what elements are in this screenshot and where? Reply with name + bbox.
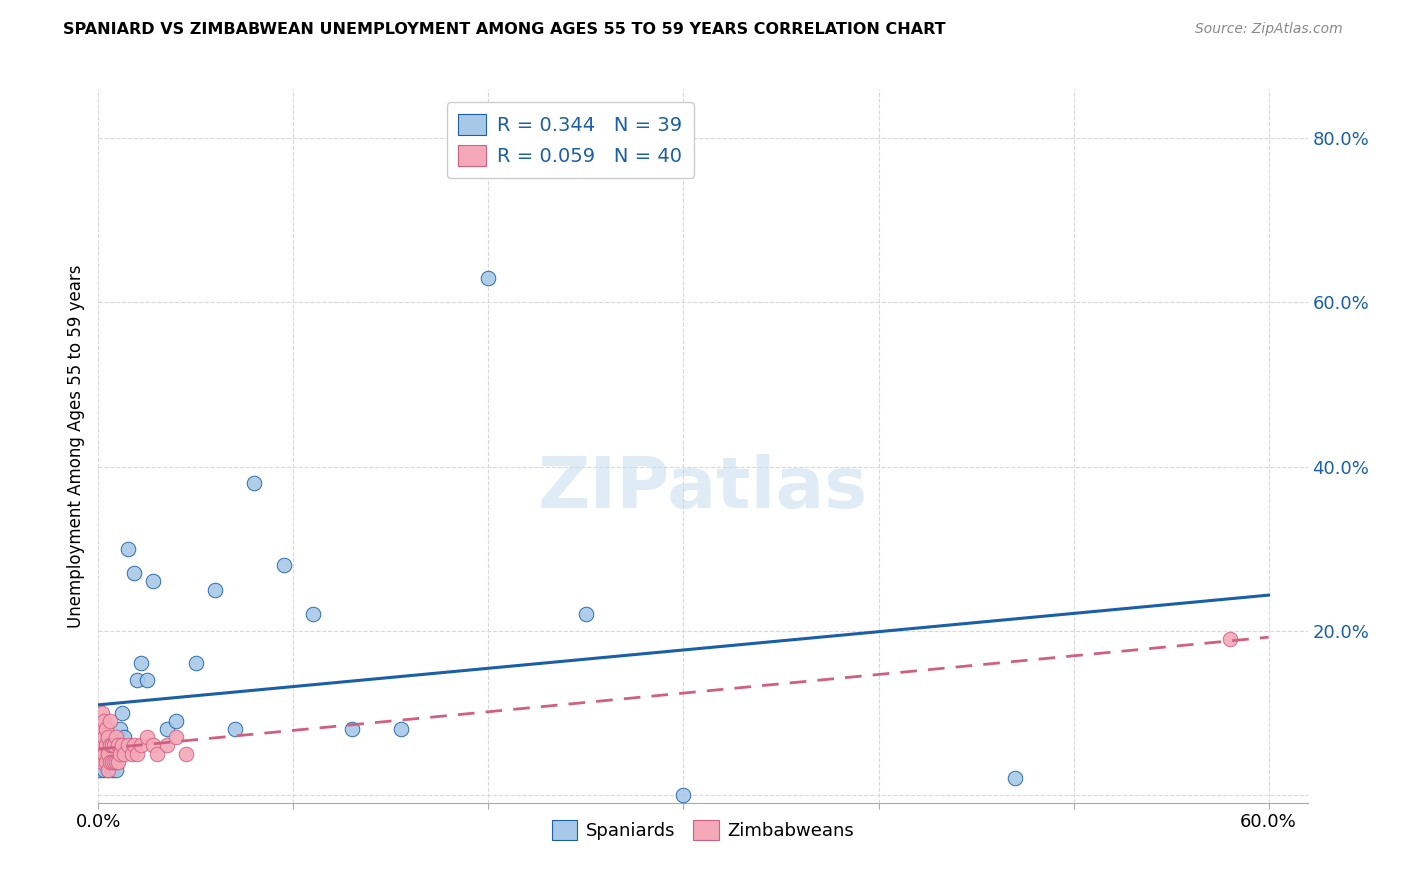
Point [91,755,114,769]
Point [101,755,124,769]
Point [156,739,179,753]
Point [389,722,412,736]
Point [107,739,129,753]
Point [97,730,120,744]
Point [477,270,499,285]
Point [127,747,149,761]
Point [91,706,114,720]
Point [97,763,120,777]
Point [97,747,120,761]
Point [98,714,121,728]
Legend: Spaniards, Zimbabweans: Spaniards, Zimbabweans [544,813,862,847]
Point [127,673,149,687]
Point [117,739,139,753]
Point [101,763,124,777]
Point [96,739,118,753]
Point [108,722,131,736]
Point [142,574,165,589]
Point [165,730,187,744]
Point [131,739,153,753]
Point [174,747,197,761]
Point [103,755,125,769]
Point [184,657,207,671]
Point [93,747,115,761]
Point [165,714,187,728]
Point [98,739,121,753]
Point [204,582,226,597]
Point [243,475,266,490]
Point [108,747,131,761]
Point [97,763,120,777]
Point [146,747,169,761]
Point [107,755,129,769]
Text: ZIPatlas: ZIPatlas [538,454,868,524]
Point [111,706,134,720]
Point [112,730,135,744]
Point [142,739,165,753]
Point [89,722,111,736]
Point [93,730,115,744]
Point [122,566,145,581]
Point [96,755,118,769]
Point [96,755,118,769]
Point [224,722,246,736]
Point [101,739,124,753]
Point [93,763,115,777]
Point [121,747,143,761]
Point [91,739,114,753]
Point [103,739,125,753]
Point [1219,632,1241,646]
Point [340,722,363,736]
Point [136,673,159,687]
Point [93,747,115,761]
Point [104,755,127,769]
Point [136,730,159,744]
Point [302,607,325,622]
Point [103,755,125,769]
Point [1004,771,1026,785]
Point [96,739,118,753]
Point [89,747,111,761]
Point [672,788,695,802]
Point [98,755,121,769]
Point [97,747,120,761]
Point [131,657,153,671]
Point [89,763,111,777]
Point [93,714,115,728]
Text: SPANIARD VS ZIMBABWEAN UNEMPLOYMENT AMONG AGES 55 TO 59 YEARS CORRELATION CHART: SPANIARD VS ZIMBABWEAN UNEMPLOYMENT AMON… [63,22,946,37]
Text: Source: ZipAtlas.com: Source: ZipAtlas.com [1195,22,1343,37]
Point [122,739,145,753]
Point [575,607,598,622]
Point [103,739,125,753]
Point [112,747,135,761]
Point [91,755,114,769]
Point [96,722,118,736]
Point [156,722,179,736]
Point [111,739,134,753]
Point [273,558,295,572]
Point [104,730,127,744]
Point [98,755,121,769]
Point [101,747,124,761]
Point [98,739,121,753]
Point [107,747,129,761]
Point [104,763,127,777]
Y-axis label: Unemployment Among Ages 55 to 59 years: Unemployment Among Ages 55 to 59 years [66,264,84,628]
Point [117,541,139,556]
